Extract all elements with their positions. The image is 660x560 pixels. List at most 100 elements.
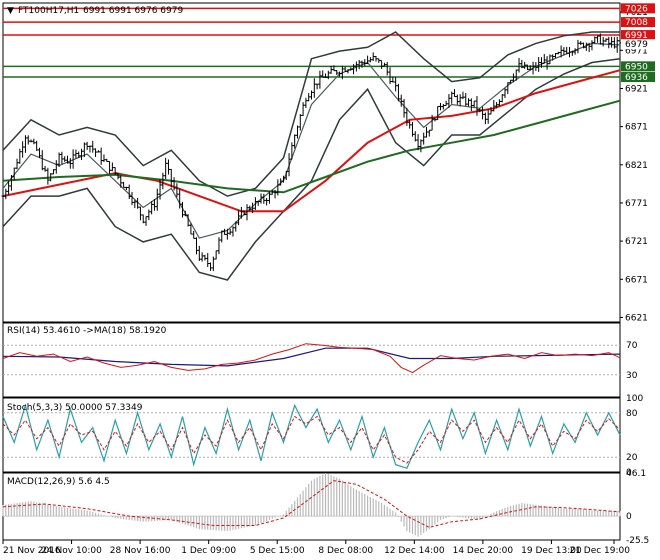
ohlc-bar <box>467 98 471 107</box>
ohlc-bar <box>422 132 426 145</box>
ohlc-bar <box>245 204 249 221</box>
panel-frame-2 <box>2 397 621 473</box>
ohlc-bar <box>21 141 25 158</box>
ohlc-bar <box>200 252 204 262</box>
ohlc-bar <box>542 54 546 64</box>
ohlc-bar <box>141 214 145 224</box>
ohlc-bar <box>82 142 86 158</box>
ohlc-bar <box>189 223 193 235</box>
ohlc-bar <box>458 94 462 107</box>
ohlc-bar <box>150 201 154 215</box>
ohlc-bar <box>110 162 114 172</box>
ohlc-bar <box>262 193 266 204</box>
ohlc-bar <box>43 165 47 172</box>
ohlc-bar <box>514 69 518 81</box>
ohlc-bar <box>12 167 16 180</box>
ohlc-bar <box>500 94 504 103</box>
ohlc-bar <box>287 153 291 177</box>
level-badge-label: 6936 <box>625 73 648 83</box>
bollinger-lower-line <box>2 57 621 281</box>
ohlc-bar <box>9 174 13 191</box>
ohlc-bar <box>161 172 165 190</box>
level-badge-label: 7008 <box>625 18 648 28</box>
ohlc-bar <box>295 125 299 139</box>
ohlc-bar <box>349 67 353 71</box>
ohlc-bar <box>130 191 134 206</box>
ohlc-bar <box>152 198 156 211</box>
ohlc-bar <box>172 177 176 191</box>
ohlc-bar <box>371 52 375 61</box>
stoch-signal-line <box>2 415 621 464</box>
ohlc-bar <box>382 62 386 67</box>
ohlc-bar <box>315 83 319 90</box>
ohlc-bar <box>511 73 515 83</box>
time-tick-label: 8 Dec 08:00 <box>318 546 373 556</box>
ohlc-bar <box>324 73 328 78</box>
ohlc-bar <box>231 226 235 237</box>
ohlc-bar <box>584 42 588 51</box>
ohlc-bar <box>267 191 271 204</box>
ohlc-bar <box>7 180 11 195</box>
price-tick-label: 6721 <box>625 237 648 247</box>
rsi-tick-label: 70 <box>626 341 638 351</box>
rsi-title: RSI(14) 53.4610 ->MA(18) 58.1920 <box>7 326 167 336</box>
ohlc-bar <box>573 48 577 55</box>
ohlc-bar <box>178 188 182 209</box>
ohlc-bar <box>71 149 75 169</box>
ohlc-bar <box>615 36 619 53</box>
time-tick-label: 5 Dec 15:00 <box>250 546 305 556</box>
ohlc-bar <box>273 189 277 199</box>
ohlc-bar <box>582 42 586 49</box>
ohlc-bar <box>388 67 392 85</box>
ohlc-bar <box>340 65 344 80</box>
symbol-title: FT100H17,H1 <box>18 6 79 16</box>
ohlc-bar <box>307 93 311 102</box>
ohlc-bar <box>545 56 549 70</box>
ohlc-bar <box>551 54 555 61</box>
ohlc-bar <box>94 148 98 157</box>
ohlc-bar <box>74 149 78 159</box>
ohlc-bar <box>399 94 403 107</box>
green-ma-line <box>2 99 621 194</box>
collapse-arrow-icon[interactable]: ▼ <box>7 6 14 16</box>
time-tick-label: 12 Dec 14:00 <box>384 546 445 556</box>
ohlc-bar <box>464 92 468 106</box>
ohlc-bar <box>147 209 151 220</box>
ohlc-bar <box>478 108 482 113</box>
ohlc-bar <box>209 262 213 271</box>
ohlc-bar <box>427 129 431 137</box>
ohlc-bar <box>310 90 313 100</box>
ohlc-bar <box>430 114 434 131</box>
ohlc-bar <box>66 155 70 164</box>
macd-signal-line <box>2 480 621 528</box>
ohlc-bar <box>374 55 378 62</box>
ohlc-bar <box>88 145 92 153</box>
ohlc-bar <box>495 102 499 109</box>
ohlc-bar <box>223 228 227 235</box>
ohlc-bar <box>368 57 372 63</box>
ohlc-bar <box>26 135 30 145</box>
ohlc-bar <box>363 59 367 67</box>
ohlc-bar <box>396 83 400 102</box>
time-tick-label: 19 Dec 13:00 <box>521 546 582 556</box>
ohlc-bar <box>439 102 443 111</box>
time-tick-label: 28 Nov 16:00 <box>110 546 171 556</box>
ohlc-bar <box>195 237 199 255</box>
rsi-tick-label: 30 <box>626 371 638 381</box>
ohlc-bar <box>329 65 333 74</box>
stoch-tick-label: 100 <box>626 394 643 404</box>
ohlc-bar <box>18 148 22 164</box>
stoch-tick-label: 20 <box>626 453 638 463</box>
ohlc-values: 6991 6991 6976 6979 <box>83 6 183 16</box>
ohlc-bar <box>601 37 605 47</box>
ohlc-bar <box>472 100 476 108</box>
ohlc-bar <box>416 134 420 151</box>
ohlc-bar <box>593 36 597 44</box>
ohlc-bar <box>413 131 417 142</box>
ohlc-bar <box>49 173 53 182</box>
price-tick-label: 6821 <box>625 161 648 171</box>
ohlc-bar <box>133 199 137 209</box>
ohlc-bar <box>304 97 308 108</box>
